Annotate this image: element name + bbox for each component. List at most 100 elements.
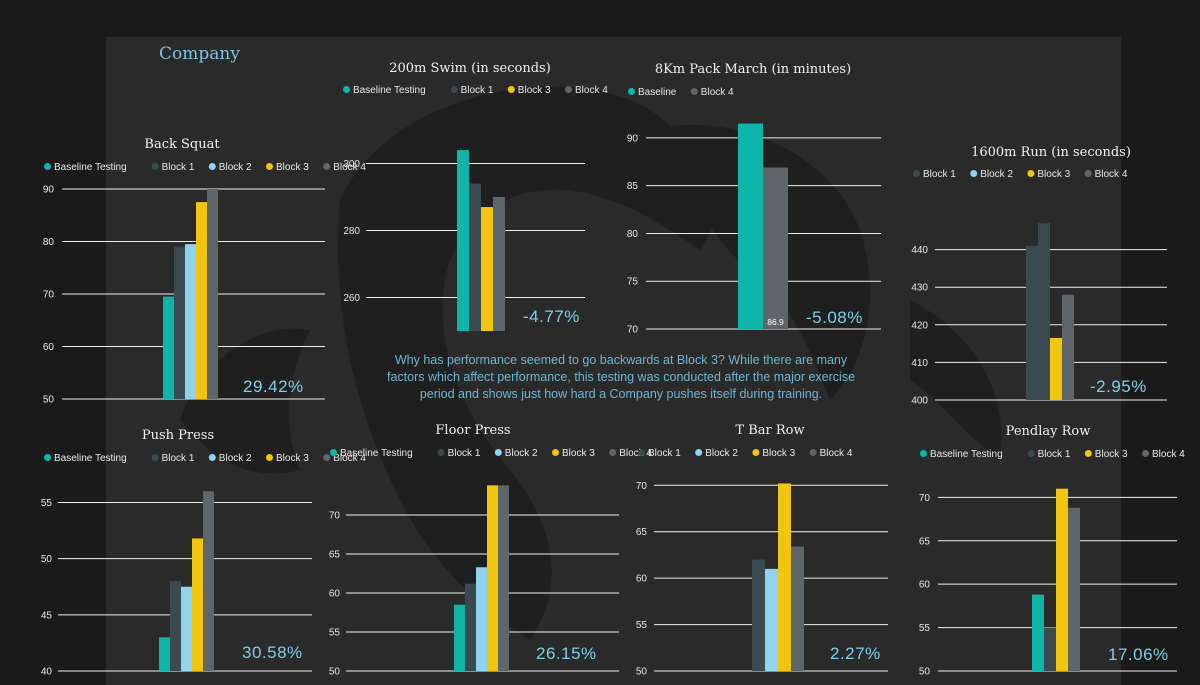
- chart-back-squat-legend-label-baseline-testing: Baseline Testing: [54, 162, 127, 173]
- chart-swim-200m-bar-baseline-testing-0: [457, 150, 469, 331]
- chart-pendlay-row-tick-55: 55: [919, 623, 931, 634]
- chart-push-press-legend-dot-baseline-testing: [44, 454, 51, 461]
- chart-pack-march-8km-tick-80: 80: [627, 229, 639, 240]
- chart-t-bar-row-bar-block-2-1: [765, 568, 778, 671]
- chart-floor-press-legend-dot-baseline-testing: [330, 449, 337, 456]
- performance-note: Why has performance seemed to go backwar…: [386, 353, 856, 401]
- chart-pack-march-8km-legend-dot-block-4: [690, 88, 698, 95]
- charts-layer: Back Squat Baseline Testing Block 1 Block 2…: [41, 61, 1185, 678]
- chart-push-press-legend-dot-block-3: [266, 454, 273, 461]
- chart-t-bar-row-legend-dot-block-2: [695, 449, 703, 456]
- chart-floor-press-bar-block-1-1: [465, 583, 476, 671]
- chart-push-press-bar-block-4-4: [203, 491, 214, 671]
- chart-pendlay-row-legend-label-block-4: Block 4: [1152, 449, 1185, 460]
- chart-back-squat-bar-block-4-4: [207, 189, 218, 399]
- chart-t-bar-row-legend-dot-block-1: [638, 449, 645, 456]
- chart-back-squat-percent-change: 29.42%: [243, 377, 304, 396]
- chart-floor-press-tick-70: 70: [329, 511, 341, 522]
- chart-run-1600m-bar-block-1-0: [1026, 245, 1038, 400]
- chart-floor-press-legend-label-block-3: Block 3: [562, 448, 595, 459]
- chart-t-bar-row-tick-55: 55: [636, 620, 648, 631]
- chart-pendlay-row-legend-label-block-1: Block 1: [1038, 449, 1071, 460]
- chart-pendlay-row-percent-change: 17.06%: [1108, 645, 1169, 664]
- chart-t-bar-row-legend-label-block-3: Block 3: [762, 448, 795, 459]
- chart-floor-press-legend-dot-block-1: [437, 449, 445, 456]
- chart-run-1600m-tick-440: 440: [911, 245, 928, 256]
- chart-back-squat-legend-label-block-3: Block 3: [276, 162, 309, 173]
- chart-swim-200m-legend-label-block-4: Block 4: [575, 85, 608, 96]
- chart-back-squat-legend-dot-baseline-testing: [44, 163, 51, 170]
- chart-pack-march-8km-title: 8Km Pack March (in minutes): [655, 62, 851, 77]
- chart-floor-press-legend-dot-block-3: [552, 449, 559, 456]
- chart-back-squat-tick-80: 80: [43, 237, 55, 248]
- chart-t-bar-row-tick-50: 50: [636, 667, 648, 678]
- chart-t-bar-row-bar-block-4-3: [791, 546, 804, 671]
- chart-floor-press-bar-baseline-testing-0: [454, 604, 465, 671]
- chart-run-1600m-percent-change: -2.95%: [1090, 377, 1147, 396]
- chart-t-bar-row-tick-60: 60: [636, 574, 648, 585]
- chart-swim-200m-percent-change: -4.77%: [523, 307, 580, 326]
- chart-back-squat-tick-90: 90: [43, 185, 55, 196]
- chart-pendlay-row-legend-dot-block-1: [1027, 450, 1035, 457]
- chart-pack-march-8km-tick-85: 85: [627, 181, 639, 192]
- chart-t-bar-row-percent-change: 2.27%: [830, 644, 881, 663]
- chart-run-1600m-bar-block-1-1: [1038, 223, 1050, 400]
- chart-swim-200m-legend-dot-block-3: [507, 86, 515, 93]
- chart-pack-march-8km-bar-block-4-1: [763, 167, 788, 329]
- chart-t-bar-row-tick-70: 70: [636, 481, 648, 492]
- chart-floor-press-percent-change: 26.15%: [536, 644, 597, 663]
- chart-pendlay-row-bar-block-4-3: [1068, 507, 1080, 671]
- chart-back-squat-legend-label-block-2: Block 2: [219, 162, 252, 173]
- chart-pendlay-row-title: Pendlay Row: [1006, 424, 1091, 439]
- chart-pack-march-8km-bar-baseline-0: [738, 123, 763, 329]
- chart-floor-press-bar-block-4-4: [498, 485, 509, 671]
- chart-push-press-tick-55: 55: [41, 498, 53, 509]
- chart-swim-200m-tick-260: 260: [343, 293, 360, 304]
- chart-pendlay-row-bar-block-3-2: [1056, 488, 1068, 671]
- chart-t-bar-row-bar-block-3-2: [778, 483, 791, 671]
- chart-back-squat-bar-block-2-2: [185, 244, 196, 399]
- chart-run-1600m-bar-block-3-2: [1050, 337, 1062, 400]
- chart-swim-200m-legend-label-block-1: Block 1: [461, 85, 494, 96]
- chart-pendlay-row-tick-70: 70: [919, 493, 931, 504]
- chart-push-press-bar-block-1-1: [170, 581, 181, 671]
- chart-pendlay-row-bar-block-1-1: [1044, 627, 1056, 671]
- chart-run-1600m-legend-label-block-3: Block 3: [1037, 169, 1070, 180]
- chart-swim-200m-legend-dot-block-1: [450, 86, 458, 93]
- chart-back-squat-tick-70: 70: [43, 290, 55, 301]
- chart-swim-200m-tick-280: 280: [343, 226, 360, 237]
- chart-floor-press-tick-65: 65: [329, 550, 341, 561]
- chart-push-press-legend-dot-block-4: [323, 454, 331, 461]
- chart-t-bar-row-tick-65: 65: [636, 527, 648, 538]
- chart-pack-march-8km-legend-dot-baseline: [628, 88, 635, 95]
- chart-run-1600m-legend-label-block-4: Block 4: [1095, 169, 1128, 180]
- chart-t-bar-row-legend-dot-block-3: [752, 449, 760, 456]
- chart-push-press-legend-label-baseline-testing: Baseline Testing: [54, 453, 127, 464]
- chart-t-bar-row-legend-label-block-4: Block 4: [820, 448, 853, 459]
- chart-run-1600m-tick-400: 400: [911, 396, 928, 407]
- chart-floor-press-legend-label-block-2: Block 2: [505, 448, 538, 459]
- chart-swim-200m-legend-label-baseline-testing: Baseline Testing: [353, 85, 426, 96]
- chart-push-press-tick-45: 45: [41, 610, 53, 621]
- chart-floor-press-bar-block-3-3: [487, 485, 498, 671]
- chart-push-press-bar-block-2-2: [181, 586, 192, 671]
- chart-back-squat-legend-dot-block-3: [266, 163, 273, 170]
- chart-floor-press-legend-label-block-4: Block 4: [619, 448, 652, 459]
- company-title: Company: [159, 44, 240, 64]
- chart-swim-200m-bar-block-1-1: [469, 183, 481, 331]
- chart-push-press-legend-dot-block-1: [151, 454, 159, 461]
- chart-push-press-tick-50: 50: [41, 554, 53, 565]
- chart-run-1600m-title: 1600m Run (in seconds): [971, 145, 1131, 160]
- chart-floor-press-title: Floor Press: [435, 423, 510, 438]
- chart-back-squat-bar-block-1-1: [174, 246, 185, 399]
- chart-back-squat-legend-label-block-4: Block 4: [333, 162, 366, 173]
- chart-run-1600m-bar-block-4-3: [1062, 294, 1074, 400]
- chart-back-squat-legend-dot-block-2: [208, 163, 216, 170]
- chart-push-press-legend-label-block-2: Block 2: [219, 453, 252, 464]
- chart-pack-march-8km-legend-label-baseline: Baseline: [638, 87, 677, 98]
- chart-back-squat-legend-dot-block-4: [323, 163, 331, 170]
- chart-push-press-legend-label-block-1: Block 1: [162, 453, 195, 464]
- chart-push-press-percent-change: 30.58%: [242, 643, 303, 662]
- chart-t-bar-row-bar-block-1-0: [752, 559, 765, 671]
- chart-push-press-title: Push Press: [142, 428, 214, 443]
